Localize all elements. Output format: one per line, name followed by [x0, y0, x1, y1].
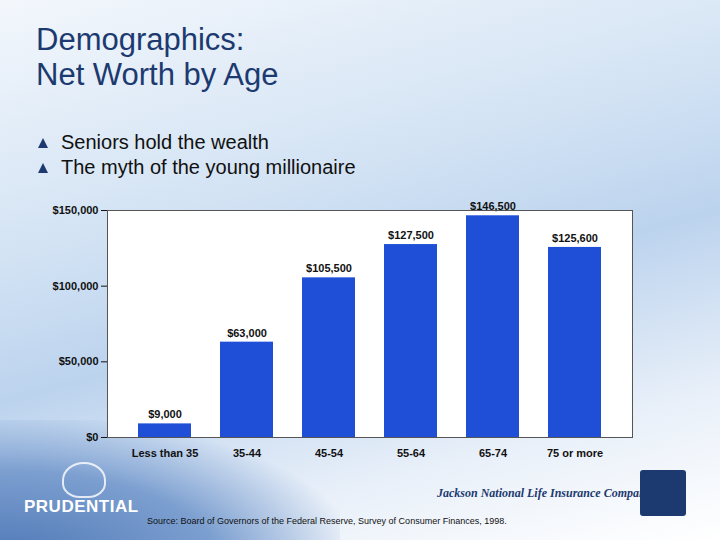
svg-text:65-74: 65-74 — [479, 447, 508, 459]
svg-text:$146,500: $146,500 — [470, 200, 516, 213]
html-text:PRUDENTIAL: PRUDENTIAL — [24, 497, 139, 516]
svg-text:$50,000: $50,000 — [59, 355, 99, 367]
svg-text:$0: $0 — [86, 431, 98, 443]
svg-text:75 or more: 75 or more — [547, 447, 603, 459]
svg-text:$125,600: $125,600 — [552, 232, 598, 244]
svg-text:Less than 35: Less than 35 — [132, 447, 199, 459]
svg-text:$105,500: $105,500 — [306, 262, 352, 274]
html-text:Jackson National Life Insuranc: Jackson National Life Insurance Company® — [437, 486, 660, 500]
html-text:Seniors hold the wealth: Seniors hold the wealth — [61, 131, 269, 153]
svg-text:$100,000: $100,000 — [53, 280, 99, 292]
svg-text:$63,000: $63,000 — [227, 327, 267, 339]
svg-text:55-64: 55-64 — [397, 447, 426, 459]
svg-text:$150,000: $150,000 — [53, 204, 99, 216]
svg-text:45-54: 45-54 — [315, 447, 344, 459]
html-text:The myth of the young milliona: The myth of the young millionaire — [61, 156, 356, 178]
html-text:Source: Board of Governors of: Source: Board of Governors of the Federa… — [147, 516, 507, 526]
svg-text:$9,000: $9,000 — [148, 408, 182, 420]
svg-text:$127,500: $127,500 — [388, 229, 434, 241]
svg-text:35-44: 35-44 — [233, 447, 262, 459]
html-text:Net Worth by Age: Net Worth by Age — [36, 57, 279, 92]
html-text:Demographics:: Demographics: — [36, 22, 245, 57]
